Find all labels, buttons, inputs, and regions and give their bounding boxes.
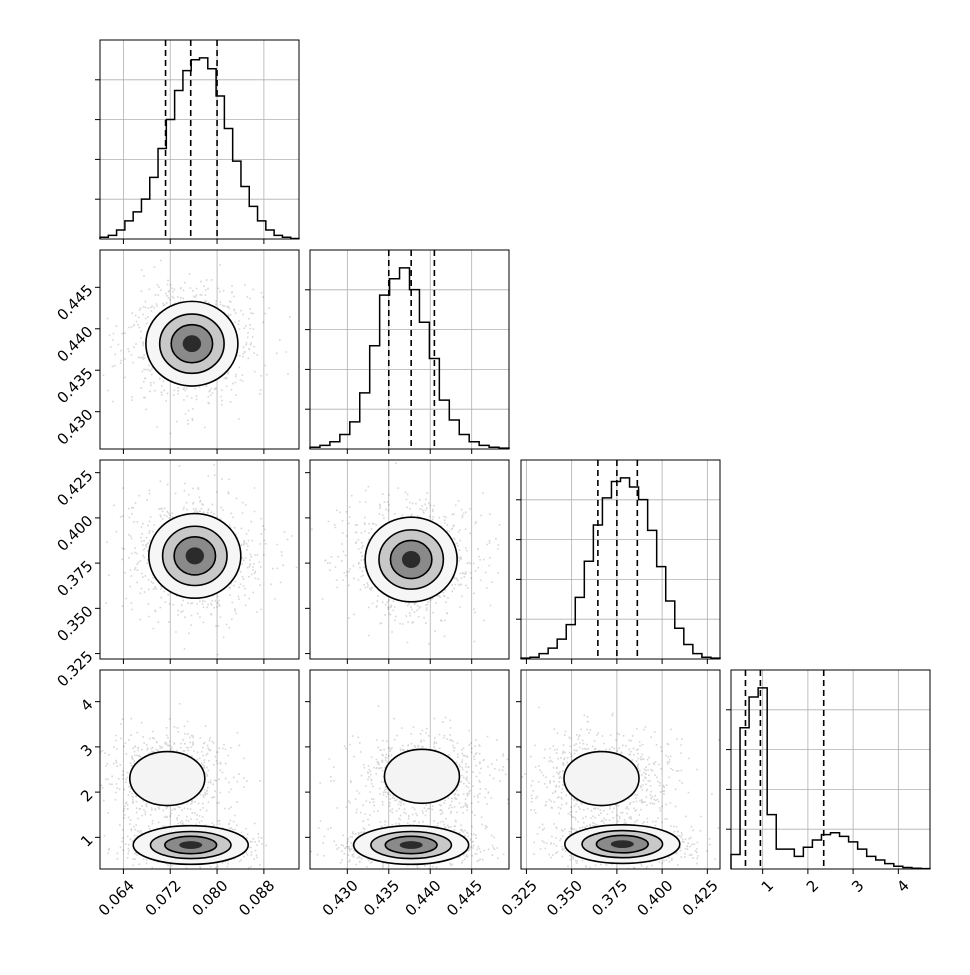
scatter-panel-3-1 bbox=[305, 669, 510, 874]
y-tick-label: 0.445 bbox=[53, 281, 96, 324]
panel-border bbox=[99, 39, 300, 240]
panel-background bbox=[521, 460, 720, 659]
x-tick-label: 0.080 bbox=[188, 877, 231, 920]
density-contour bbox=[401, 551, 421, 568]
y-tick-label: 0.440 bbox=[53, 323, 96, 366]
histogram-step bbox=[309, 267, 510, 449]
histogram-step bbox=[99, 57, 300, 240]
density-contour bbox=[399, 841, 423, 849]
x-tick-label: 0.064 bbox=[95, 877, 138, 920]
y-tick-label: 2 bbox=[77, 786, 96, 805]
scatter-panel-2-1 bbox=[305, 459, 510, 664]
density-layer bbox=[311, 462, 501, 645]
panel-border bbox=[99, 249, 300, 450]
y-tick-label: 0.325 bbox=[53, 647, 96, 690]
hist-panel-2 bbox=[516, 459, 721, 664]
hist-panel-3 bbox=[726, 669, 931, 874]
density-layer bbox=[105, 464, 299, 656]
y-tick-label: 3 bbox=[77, 741, 96, 760]
x-tick-label: 0.440 bbox=[402, 877, 445, 920]
density-contour bbox=[563, 750, 640, 807]
x-tick-label: 0.435 bbox=[360, 877, 403, 920]
density-contour bbox=[185, 547, 205, 565]
density-contour bbox=[182, 335, 202, 353]
x-tick-label: 3 bbox=[848, 877, 867, 896]
density-layer bbox=[100, 259, 299, 435]
panel-border bbox=[309, 669, 510, 870]
density-layer bbox=[310, 705, 509, 869]
panel-border bbox=[520, 459, 721, 660]
hist-panel-1 bbox=[305, 249, 510, 454]
x-tick-label: 0.375 bbox=[588, 877, 631, 920]
density-contour bbox=[129, 750, 206, 807]
scatter-panel-1-0 bbox=[95, 249, 300, 454]
panel-border bbox=[309, 459, 510, 660]
panel-border bbox=[309, 249, 510, 450]
x-tick-label: 0.072 bbox=[142, 877, 185, 920]
x-tick-label: 1 bbox=[758, 877, 777, 896]
density-contour bbox=[179, 841, 203, 849]
y-tick-label: 0.375 bbox=[53, 557, 96, 600]
histogram-step bbox=[520, 477, 721, 659]
scatter-panel-2-0 bbox=[95, 459, 300, 664]
x-tick-label: 0.325 bbox=[498, 877, 541, 920]
panel-background bbox=[731, 670, 930, 869]
y-tick-label: 4 bbox=[77, 695, 96, 714]
x-tick-label: 4 bbox=[893, 877, 912, 896]
x-tick-label: 2 bbox=[803, 877, 822, 896]
y-tick-label: 0.425 bbox=[53, 466, 96, 509]
panel-border bbox=[99, 459, 300, 660]
density-contour bbox=[383, 748, 461, 805]
x-tick-label: 0.445 bbox=[443, 877, 486, 920]
scatter-panel-3-0 bbox=[95, 669, 300, 874]
x-tick-label: 0.088 bbox=[235, 877, 278, 920]
density-contour bbox=[610, 840, 634, 848]
hist-panel-0 bbox=[95, 39, 300, 244]
histogram-step bbox=[730, 687, 931, 870]
y-tick-label: 0.430 bbox=[53, 406, 96, 449]
panel-background bbox=[100, 40, 299, 239]
x-tick-label: 0.425 bbox=[679, 877, 722, 920]
x-tick-label: 0.430 bbox=[319, 877, 362, 920]
density-layer bbox=[521, 706, 720, 869]
y-tick-label: 1 bbox=[77, 831, 96, 850]
x-tick-label: 0.350 bbox=[543, 877, 586, 920]
panel-border bbox=[730, 669, 931, 870]
x-tick-label: 0.400 bbox=[634, 877, 677, 920]
density-layer bbox=[100, 703, 267, 869]
y-tick-label: 0.400 bbox=[53, 512, 96, 555]
panel-border bbox=[520, 669, 721, 870]
panel-border bbox=[99, 669, 300, 870]
scatter-panel-3-2 bbox=[516, 669, 721, 874]
y-tick-label: 0.435 bbox=[53, 364, 96, 407]
y-tick-label: 0.350 bbox=[53, 602, 96, 645]
